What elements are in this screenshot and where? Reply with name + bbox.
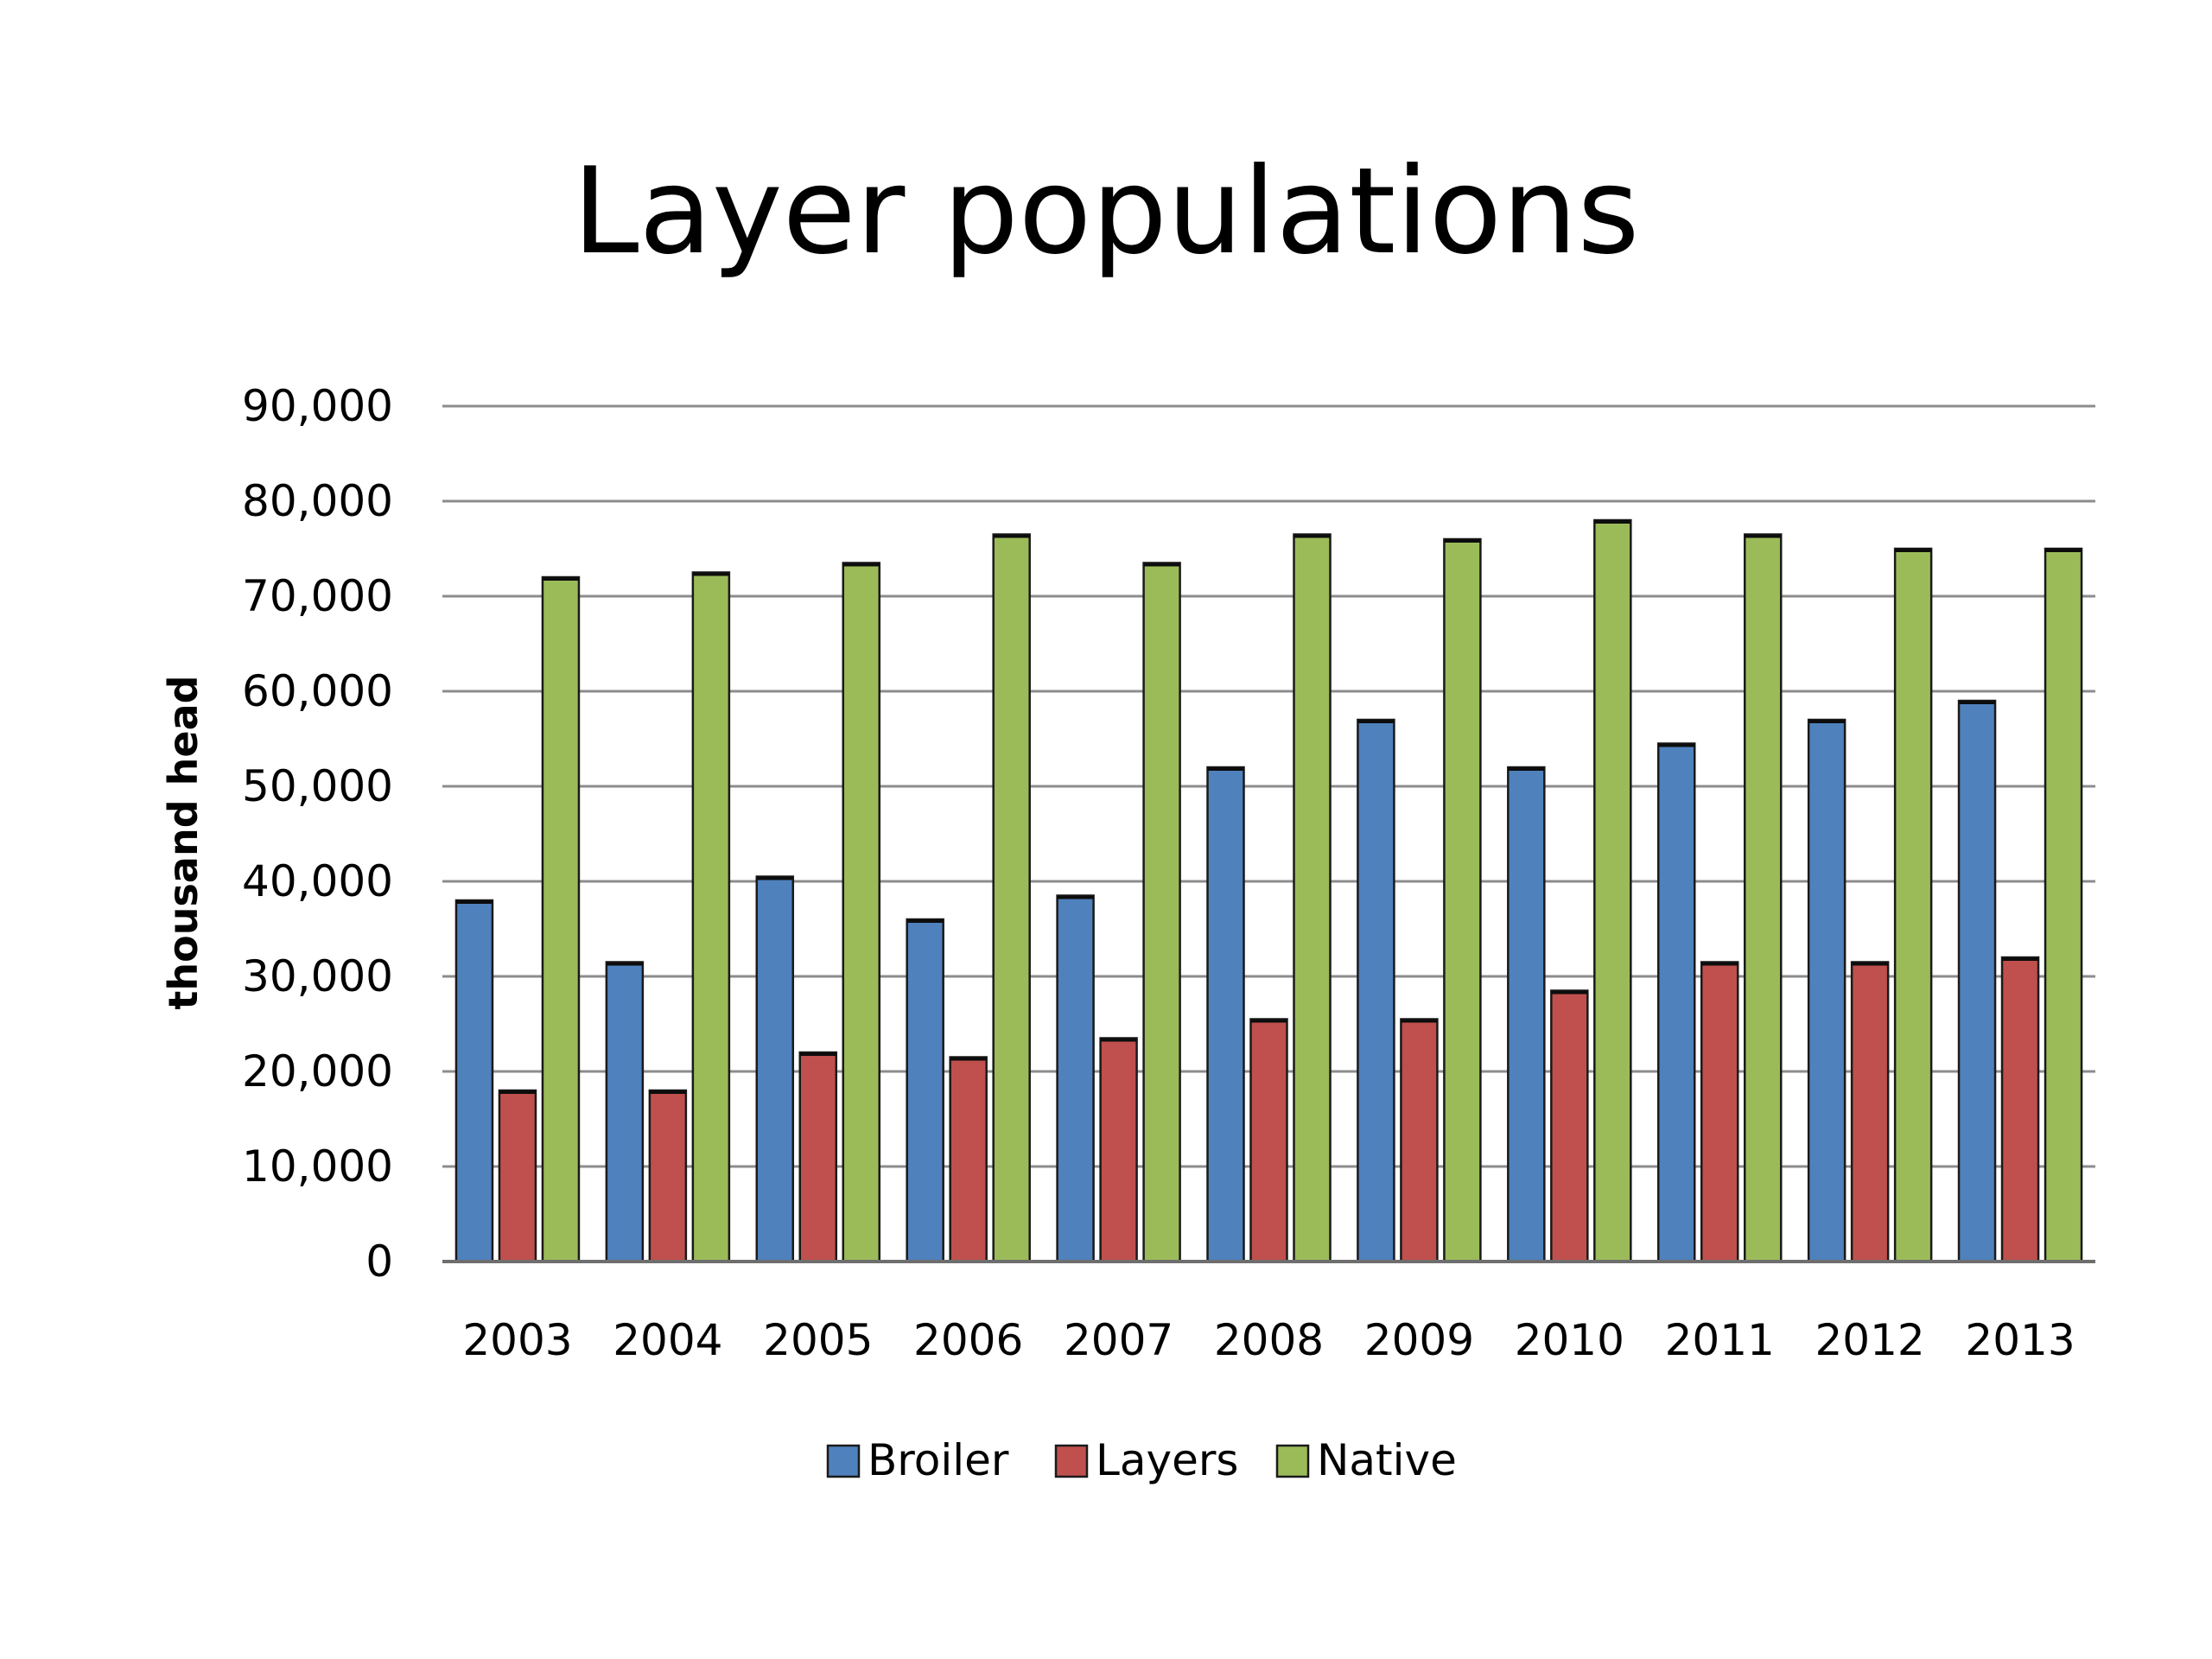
- bar-broiler-2005: [755, 875, 795, 1263]
- bar-layers-2012: [1850, 961, 1890, 1263]
- x-tick-label: 2010: [1515, 1315, 1624, 1365]
- y-tick-label: 60,000: [242, 666, 393, 716]
- bar-layers-2010: [1550, 989, 1589, 1263]
- x-axis-ticks: 2003 2004 2005 2006 2007 2008 2009 2010 2011 2012…: [462, 1315, 2075, 1365]
- y-tick-label: 80,000: [242, 476, 393, 526]
- bar-native-2011: [1743, 533, 1783, 1263]
- bar-native-2004: [691, 571, 731, 1263]
- bar-layers-2005: [798, 1051, 838, 1263]
- x-tick-label: 2004: [613, 1315, 722, 1365]
- y-tick-label: 0: [365, 1236, 393, 1287]
- bar-layers-2011: [1700, 961, 1739, 1263]
- bar-broiler-2011: [1656, 742, 1696, 1263]
- bar-native-2013: [2044, 547, 2083, 1263]
- bar-layers-2009: [1400, 1018, 1439, 1263]
- y-axis-ticks: 0 10,000 20,000 30,000 40,000 50,000 60,000 70,…: [242, 381, 393, 1287]
- y-tick-label: 30,000: [242, 951, 393, 1001]
- legend-label-native: Native: [1317, 1435, 1457, 1485]
- x-tick-label: 2008: [1214, 1315, 1324, 1365]
- bar-native-2005: [842, 562, 881, 1263]
- bar-native-2006: [992, 533, 1031, 1263]
- bar-broiler-2007: [1056, 894, 1095, 1263]
- y-tick-label: 20,000: [242, 1046, 393, 1096]
- legend-swatch-broiler: [826, 1444, 861, 1478]
- x-tick-label: 2009: [1364, 1315, 1474, 1365]
- bar-native-2010: [1593, 518, 1632, 1263]
- bar-broiler-2009: [1357, 718, 1395, 1263]
- y-axis-title: thousand head: [160, 675, 207, 1009]
- legend-swatch-layers: [1054, 1444, 1089, 1478]
- x-tick-label: 2003: [462, 1315, 572, 1365]
- bar-broiler-2012: [1807, 718, 1847, 1263]
- bar-layers-2007: [1099, 1037, 1138, 1263]
- bar-native-2003: [541, 575, 581, 1263]
- legend: Broiler Layers Native: [826, 1435, 1457, 1485]
- legend-label-layers: Layers: [1096, 1435, 1238, 1485]
- bar-broiler-2013: [1957, 699, 1997, 1263]
- bar-native-2007: [1142, 562, 1181, 1263]
- bar-layers-2013: [2000, 956, 2040, 1263]
- bar-layers-2003: [498, 1089, 537, 1263]
- y-tick-label: 10,000: [242, 1141, 393, 1192]
- slide-title: Layer populations: [572, 142, 1640, 281]
- legend-label-broiler: Broiler: [868, 1435, 1009, 1485]
- y-tick-label: 90,000: [242, 381, 393, 431]
- x-tick-label: 2007: [1064, 1315, 1173, 1365]
- y-tick-label: 50,000: [242, 761, 393, 811]
- bar-layers-2006: [949, 1056, 988, 1263]
- bar-broiler-2006: [906, 918, 944, 1263]
- x-tick-label: 2013: [1965, 1315, 2075, 1365]
- bar-native-2008: [1293, 533, 1332, 1263]
- bar-layers-2008: [1249, 1018, 1288, 1263]
- x-tick-label: 2006: [913, 1315, 1023, 1365]
- legend-swatch-native: [1275, 1444, 1310, 1478]
- bar-native-2009: [1443, 537, 1482, 1263]
- bar-broiler-2004: [605, 961, 645, 1263]
- y-tick-label: 40,000: [242, 856, 393, 906]
- x-tick-label: 2005: [763, 1315, 873, 1365]
- bar-broiler-2010: [1507, 766, 1546, 1263]
- x-tick-label: 2011: [1665, 1315, 1775, 1365]
- bar-broiler-2003: [454, 899, 494, 1263]
- bar-native-2012: [1893, 547, 1933, 1263]
- bars: [454, 518, 2083, 1263]
- x-tick-label: 2012: [1815, 1315, 1925, 1365]
- y-tick-label: 70,000: [242, 571, 393, 621]
- bar-layers-2004: [648, 1089, 688, 1263]
- bar-broiler-2008: [1206, 766, 1245, 1263]
